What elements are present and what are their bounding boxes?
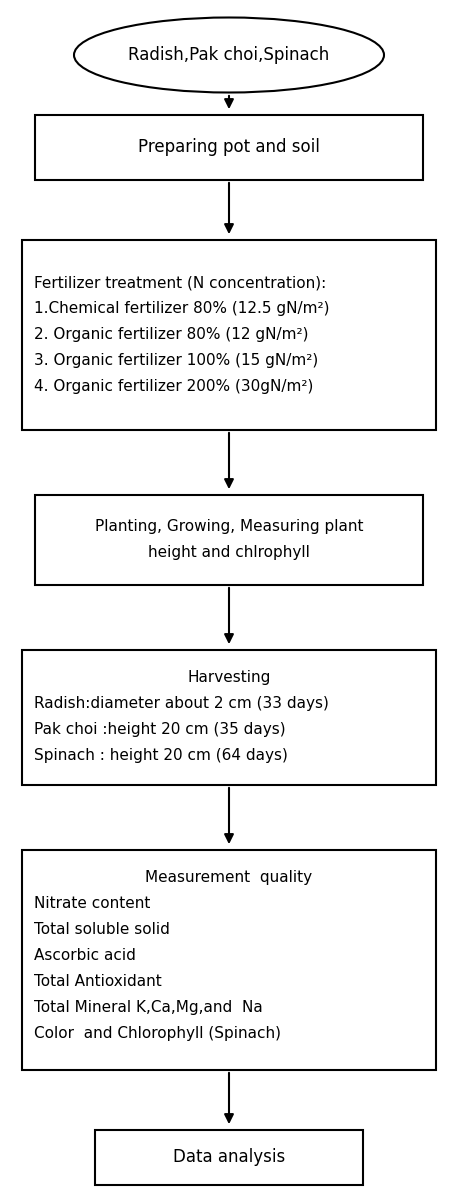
Text: Ascorbic acid: Ascorbic acid bbox=[34, 948, 136, 964]
Text: Measurement  quality: Measurement quality bbox=[146, 870, 312, 885]
Text: Color  and Chlorophyll (Spinach): Color and Chlorophyll (Spinach) bbox=[34, 1026, 281, 1041]
Text: Harvesting: Harvesting bbox=[187, 670, 271, 685]
Text: 3. Organic fertilizer 100% (15 gN/m²): 3. Organic fertilizer 100% (15 gN/m²) bbox=[34, 353, 318, 369]
Text: Fertilizer treatment (N concentration):: Fertilizer treatment (N concentration): bbox=[34, 276, 326, 290]
Text: Total Antioxidant: Total Antioxidant bbox=[34, 974, 162, 989]
Bar bbox=[22, 650, 436, 784]
Bar bbox=[35, 496, 423, 585]
Bar bbox=[35, 115, 423, 180]
Text: Radish,Pak choi,Spinach: Radish,Pak choi,Spinach bbox=[128, 47, 330, 64]
Text: 4. Organic fertilizer 200% (30gN/m²): 4. Organic fertilizer 200% (30gN/m²) bbox=[34, 380, 313, 394]
Text: 1.Chemical fertilizer 80% (12.5 gN/m²): 1.Chemical fertilizer 80% (12.5 gN/m²) bbox=[34, 302, 329, 316]
Text: 2. Organic fertilizer 80% (12 gN/m²): 2. Organic fertilizer 80% (12 gN/m²) bbox=[34, 327, 309, 343]
Text: Total Mineral K,Ca,Mg,and  Na: Total Mineral K,Ca,Mg,and Na bbox=[34, 1001, 263, 1015]
Bar bbox=[95, 1130, 363, 1184]
Text: Data analysis: Data analysis bbox=[173, 1149, 285, 1167]
Text: Nitrate content: Nitrate content bbox=[34, 896, 150, 911]
Bar bbox=[22, 850, 436, 1070]
Text: Spinach : height 20 cm (64 days): Spinach : height 20 cm (64 days) bbox=[34, 747, 288, 763]
Bar bbox=[22, 240, 436, 430]
Text: height and chlrophyll: height and chlrophyll bbox=[148, 546, 310, 560]
Text: Total soluble solid: Total soluble solid bbox=[34, 922, 170, 937]
Text: Radish:diameter about 2 cm (33 days): Radish:diameter about 2 cm (33 days) bbox=[34, 696, 329, 710]
Text: Pak choi :height 20 cm (35 days): Pak choi :height 20 cm (35 days) bbox=[34, 722, 286, 737]
Text: Planting, Growing, Measuring plant: Planting, Growing, Measuring plant bbox=[95, 519, 363, 535]
Text: Preparing pot and soil: Preparing pot and soil bbox=[138, 139, 320, 156]
